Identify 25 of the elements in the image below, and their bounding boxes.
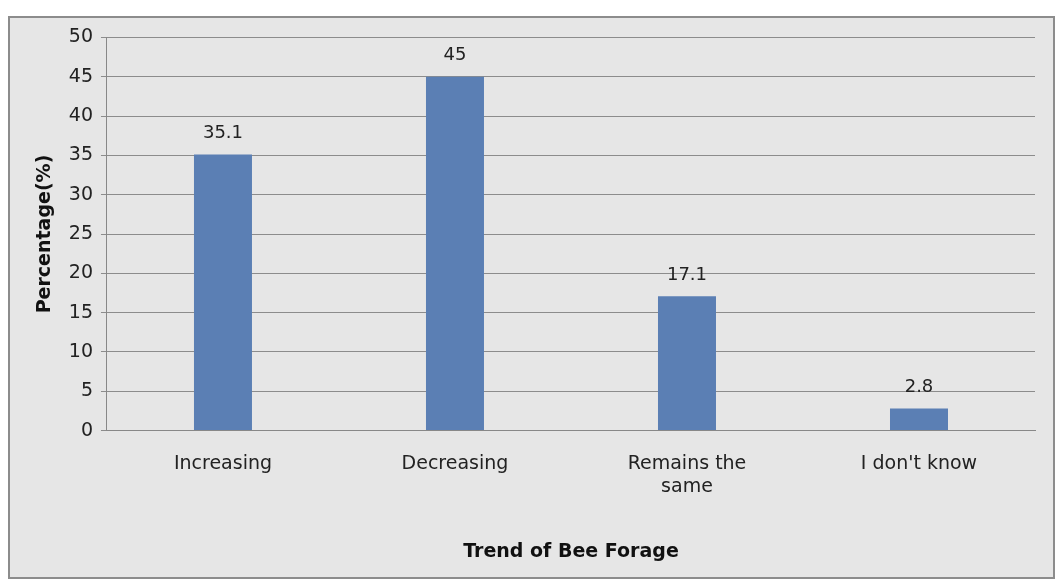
data-label: 2.8	[904, 375, 934, 397]
bar	[193, 154, 252, 431]
y-tick-label: 25	[68, 220, 93, 243]
data-label: 45	[443, 43, 467, 65]
bar	[890, 408, 948, 431]
bar	[425, 76, 484, 431]
y-tick-label: 30	[68, 181, 93, 204]
y-tick-label: 10	[68, 338, 93, 361]
x-tick-label: Increasing	[173, 450, 273, 473]
y-tick-label: 0	[80, 417, 93, 440]
x-tick-label: I don't know	[860, 450, 978, 473]
x-tick-label: Decreasing	[401, 450, 509, 473]
x-tick-label: Remains the same	[627, 450, 747, 496]
y-tick-label: 40	[68, 102, 93, 125]
y-tick-label: 15	[68, 299, 93, 322]
x-axis-title: Trend of Bee Forage	[463, 538, 679, 561]
y-tick-label: 45	[68, 63, 93, 86]
y-tick-label: 50	[68, 24, 93, 47]
data-label: 17.1	[666, 262, 708, 284]
data-label: 35.1	[202, 121, 244, 143]
y-tick-label: 5	[80, 378, 93, 401]
y-tick-label: 20	[68, 260, 93, 283]
bar	[657, 296, 716, 431]
y-axis-title: Percentage(%)	[32, 154, 55, 314]
y-tick-label: 35	[68, 142, 93, 165]
